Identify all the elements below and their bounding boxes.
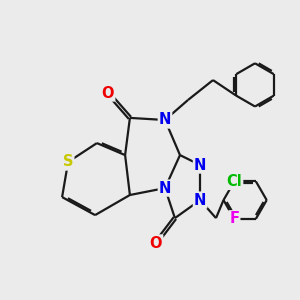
Text: N: N (159, 112, 171, 128)
Text: Cl: Cl (226, 174, 242, 189)
Text: O: O (102, 85, 114, 100)
Text: N: N (194, 158, 206, 172)
Text: S: S (63, 154, 73, 169)
Text: N: N (194, 193, 206, 208)
Text: F: F (229, 211, 239, 226)
Text: N: N (159, 181, 171, 196)
Text: O: O (150, 236, 162, 250)
